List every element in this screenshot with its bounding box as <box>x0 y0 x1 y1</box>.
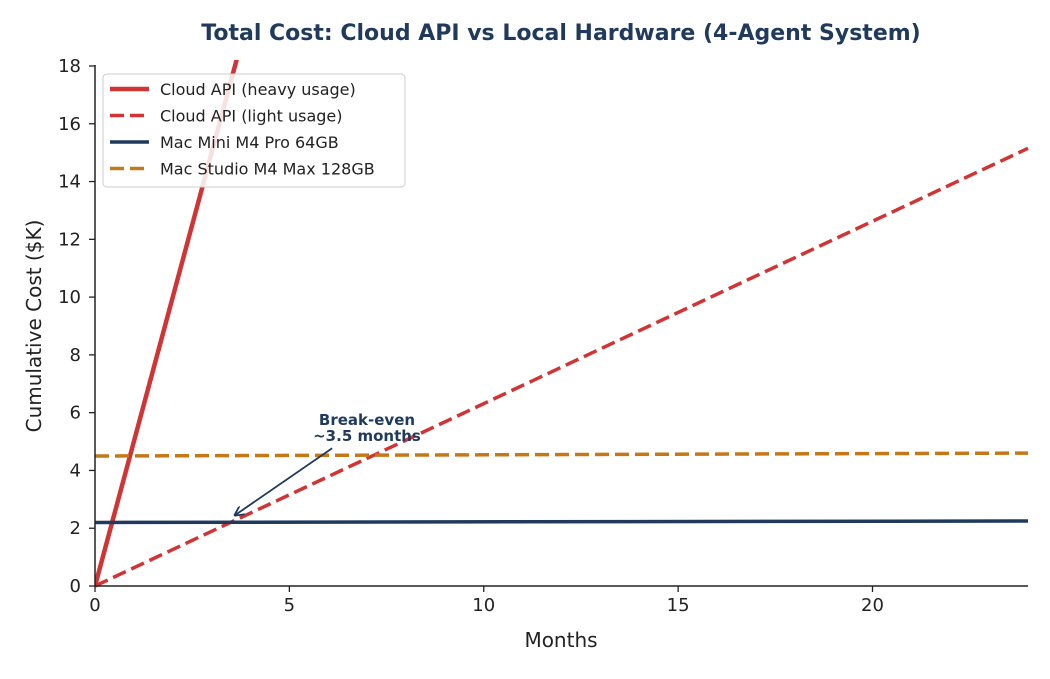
y-tick-label: 8 <box>70 345 81 366</box>
legend-label: Cloud API (light usage) <box>160 107 343 126</box>
series-line-2 <box>95 146 1029 588</box>
y-axis-label: Cumulative Cost ($K) <box>22 220 46 433</box>
x-tick-label: 0 <box>89 595 100 616</box>
y-tick-label: 16 <box>58 114 81 135</box>
series-line-3 <box>95 519 1029 525</box>
y-tick-label: 6 <box>70 403 81 424</box>
annotation-text: Break-even <box>319 411 415 429</box>
legend-label: Cloud API (heavy usage) <box>160 80 356 99</box>
legend-box <box>102 73 406 188</box>
annotation-text: ~3.5 months <box>313 427 421 445</box>
x-tick-label: 5 <box>284 595 295 616</box>
y-tick-label: 4 <box>70 460 81 481</box>
x-axis-label: Months <box>524 628 597 652</box>
y-tick-label: 12 <box>58 229 81 250</box>
x-tick-label: 15 <box>667 595 690 616</box>
legend-label: Mac Studio M4 Max 128GB <box>160 160 375 179</box>
legend-label: Mac Mini M4 Pro 64GB <box>160 133 339 152</box>
chart-title: Total Cost: Cloud API vs Local Hardware … <box>201 21 920 46</box>
x-tick-label: 10 <box>472 595 495 616</box>
y-tick-label: 10 <box>58 287 81 308</box>
y-tick-label: 0 <box>70 576 81 597</box>
x-tick-label: 20 <box>861 595 884 616</box>
annotation-arrow <box>235 447 333 515</box>
y-tick-label: 2 <box>70 518 81 539</box>
y-tick-label: 14 <box>58 172 81 193</box>
series-line-4 <box>95 451 1029 458</box>
y-tick-label: 18 <box>58 56 81 77</box>
